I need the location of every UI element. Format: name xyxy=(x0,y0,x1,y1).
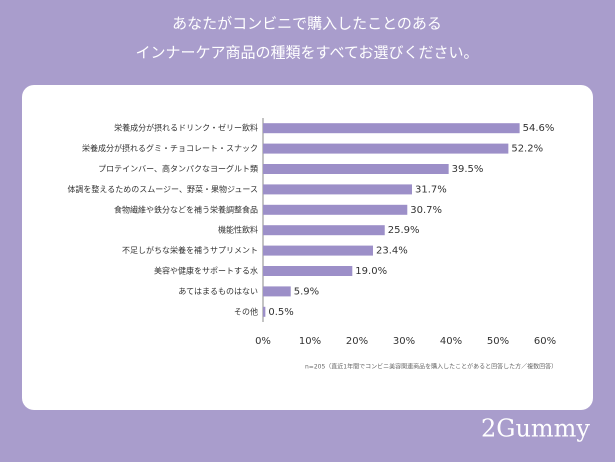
x-tick-label: 50% xyxy=(487,336,509,347)
y-tick-label: 体調を整えるためのスムージー、野菜・果物ジュース xyxy=(67,184,258,194)
bar xyxy=(263,204,408,215)
value-label: 5.9% xyxy=(294,286,319,297)
bar xyxy=(263,123,520,134)
bar xyxy=(263,306,266,317)
y-tick-label: 栄養成分が摂れるグミ・チョコレート・スナック xyxy=(82,143,258,153)
y-tick-label: 栄養成分が摂れるドリンク・ゼリー飲料 xyxy=(114,123,258,133)
value-label: 39.5% xyxy=(452,164,484,175)
value-label: 31.7% xyxy=(415,184,447,195)
value-label: 19.0% xyxy=(355,266,387,277)
bar xyxy=(263,286,291,297)
value-label: 54.6% xyxy=(523,123,555,134)
bar xyxy=(263,245,373,256)
y-tick-label: 機能性飲料 xyxy=(218,225,258,235)
x-tick-label: 30% xyxy=(393,336,415,347)
brand-logo: 2Gummy xyxy=(481,415,590,443)
value-label: 23.4% xyxy=(376,246,408,257)
y-tick-label: プロテインバー、高タンパクなヨーグルト類 xyxy=(98,164,258,174)
y-tick-label: 食物繊維や鉄分などを補う栄養調整食品 xyxy=(114,204,258,214)
x-tick-label: 0% xyxy=(255,336,271,347)
value-label: 0.5% xyxy=(268,307,293,318)
x-tick-label: 40% xyxy=(440,336,462,347)
x-tick-label: 20% xyxy=(346,336,368,347)
value-label: 25.9% xyxy=(388,225,420,236)
chart-title: インナーケア商品の種類をすべてお選びください。 xyxy=(136,44,479,62)
value-label: 30.7% xyxy=(410,205,442,216)
x-tick-label: 60% xyxy=(534,336,556,347)
y-tick-label: 美容や健康をサポートする水 xyxy=(154,266,258,276)
value-label: 52.2% xyxy=(511,144,543,155)
bar xyxy=(263,184,412,195)
y-tick-label: その他 xyxy=(234,306,258,316)
x-tick-label: 10% xyxy=(299,336,321,347)
chart-title: あなたがコンビニで購入したことのある xyxy=(172,15,442,33)
bar xyxy=(263,143,509,154)
y-tick-label: 不足しがちな栄養を補うサプリメント xyxy=(122,245,258,255)
note: n=205（直近1年間でコンビニ美容関連商品を購入したことがあると回答した方／複… xyxy=(305,363,557,371)
y-tick-label: あてはまるものはない xyxy=(178,287,258,296)
bar xyxy=(263,164,449,174)
bar xyxy=(263,225,385,236)
bar xyxy=(263,266,353,276)
